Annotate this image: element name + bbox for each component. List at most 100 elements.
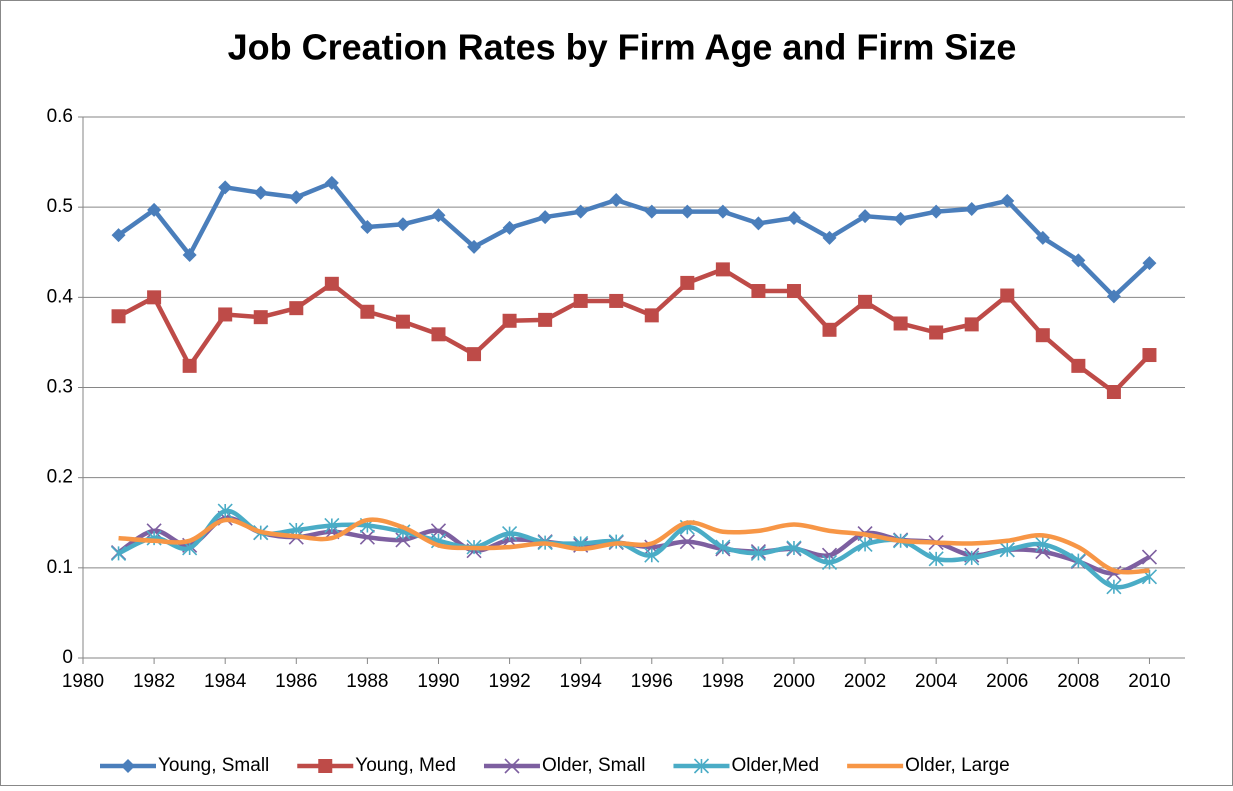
marker	[858, 294, 873, 309]
marker	[431, 327, 446, 342]
marker	[182, 247, 197, 262]
marker	[964, 550, 980, 566]
marker	[715, 539, 731, 555]
marker	[111, 309, 126, 324]
legend-item: Young, Small	[100, 755, 269, 776]
marker	[1141, 549, 1158, 565]
legend-label: Older, Small	[542, 755, 645, 776]
marker	[644, 204, 659, 219]
marker	[359, 529, 375, 545]
marker	[929, 204, 944, 219]
marker	[147, 202, 162, 217]
marker	[929, 325, 944, 340]
marker	[218, 180, 233, 195]
marker	[1071, 253, 1086, 268]
marker	[431, 208, 446, 223]
x-tick-label: 2010	[1128, 671, 1170, 692]
marker	[253, 185, 268, 200]
marker	[751, 216, 766, 231]
x-tick-label: 1984	[204, 671, 247, 692]
marker	[324, 175, 339, 190]
x-tick-label: 1996	[631, 671, 673, 692]
y-tick-label: 0.1	[47, 557, 73, 578]
legend-item: Older, Small	[483, 755, 645, 776]
x-tick-label: 1992	[488, 671, 530, 692]
legend-item: Older, Large	[847, 755, 1010, 776]
legend-label: Young, Small	[158, 755, 269, 776]
legend-item: Young, Med	[297, 755, 456, 776]
x-tick-label: 1986	[275, 671, 317, 692]
legend-label: Older,Med	[731, 755, 819, 776]
legend-label: Older, Large	[905, 755, 1010, 776]
marker	[750, 545, 766, 561]
x-tick-label: 2008	[1057, 671, 1099, 692]
marker	[182, 358, 197, 373]
legend-label: Young, Med	[355, 755, 456, 776]
marker	[999, 542, 1015, 558]
marker	[573, 204, 588, 219]
y-tick-label: 0.6	[47, 106, 73, 127]
marker	[1106, 289, 1121, 304]
marker	[146, 523, 162, 539]
x-tick-label: 2002	[844, 671, 886, 692]
marker	[1106, 579, 1122, 595]
marker	[324, 276, 339, 291]
x-tick-label: 2006	[986, 671, 1028, 692]
marker	[857, 536, 873, 552]
marker	[786, 284, 801, 299]
y-tick-label: 0.2	[47, 467, 73, 488]
marker	[360, 304, 375, 319]
marker	[395, 314, 410, 329]
marker	[318, 759, 333, 773]
marker	[467, 239, 482, 254]
marker	[644, 547, 660, 563]
marker	[893, 316, 908, 331]
marker	[218, 307, 233, 322]
marker	[786, 210, 801, 225]
marker	[928, 551, 944, 567]
marker	[253, 310, 268, 325]
marker	[1071, 358, 1086, 373]
marker	[1000, 193, 1015, 208]
marker	[680, 275, 695, 290]
y-tick-label: 0	[62, 647, 73, 668]
marker	[1106, 385, 1121, 400]
x-tick-label: 1994	[560, 671, 603, 692]
y-tick-label: 0.5	[47, 196, 73, 217]
marker	[538, 210, 553, 225]
marker	[110, 545, 127, 561]
marker	[609, 192, 624, 207]
marker	[147, 290, 162, 305]
marker	[786, 540, 802, 556]
marker	[1035, 230, 1050, 245]
x-tick-label: 1982	[133, 671, 175, 692]
marker	[893, 211, 908, 226]
marker	[1035, 536, 1051, 552]
marker	[693, 758, 710, 774]
y-tick-label: 0.3	[47, 377, 73, 398]
marker	[1142, 348, 1157, 363]
marker	[573, 293, 588, 308]
marker	[289, 301, 304, 316]
marker	[822, 230, 837, 245]
marker	[1000, 288, 1015, 303]
x-tick-label: 1990	[417, 671, 459, 692]
series-line	[117, 508, 1151, 590]
marker	[822, 322, 837, 337]
marker	[502, 220, 517, 235]
marker	[324, 517, 340, 534]
marker	[964, 201, 979, 216]
marker	[395, 532, 411, 548]
marker	[821, 554, 838, 570]
marker	[502, 313, 517, 328]
marker	[217, 503, 233, 519]
marker	[538, 312, 553, 327]
marker	[1142, 256, 1157, 271]
x-tick-label: 1980	[62, 671, 104, 692]
y-tick-label: 0.4	[47, 286, 74, 307]
marker	[395, 217, 410, 232]
marker	[751, 284, 766, 299]
x-tick-label: 2004	[915, 671, 958, 692]
marker	[111, 228, 126, 243]
